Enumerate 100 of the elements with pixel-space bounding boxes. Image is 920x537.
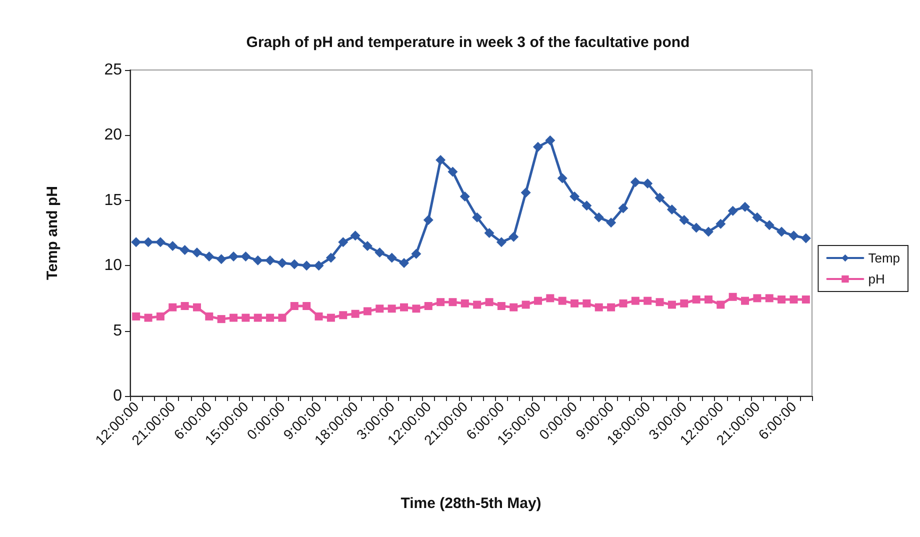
point (619, 299, 628, 308)
point (546, 294, 554, 302)
point (386, 252, 397, 263)
point (423, 214, 434, 225)
point (802, 296, 810, 304)
point (752, 212, 762, 222)
point (363, 307, 372, 316)
point (666, 204, 677, 215)
point (339, 311, 348, 320)
point (144, 314, 152, 322)
point (692, 296, 700, 304)
point (668, 300, 676, 309)
point (376, 304, 384, 313)
point (545, 135, 556, 146)
point (242, 314, 250, 322)
point (728, 206, 738, 216)
point (448, 166, 458, 177)
point (156, 312, 164, 320)
point (240, 251, 251, 262)
point (788, 230, 799, 241)
point (472, 212, 482, 222)
point (362, 241, 372, 252)
point (532, 142, 543, 152)
point (192, 303, 201, 312)
point (534, 296, 542, 305)
point (228, 251, 239, 262)
point (290, 302, 298, 310)
legend-label: pH (868, 272, 885, 286)
point (314, 260, 324, 271)
point (338, 237, 348, 248)
point (485, 298, 494, 306)
point (473, 300, 482, 309)
point (606, 218, 616, 228)
point (205, 312, 214, 320)
point (400, 303, 408, 312)
point (654, 192, 665, 203)
point (217, 315, 226, 324)
y-tick-label: 25 (104, 62, 122, 78)
point (790, 296, 798, 304)
point (644, 296, 652, 305)
point (216, 254, 226, 264)
point (753, 294, 762, 302)
point (399, 258, 410, 268)
point (278, 314, 286, 322)
point (630, 177, 640, 188)
point (570, 191, 580, 202)
point (520, 188, 531, 198)
point (326, 252, 336, 263)
point (411, 248, 422, 259)
point (266, 314, 274, 322)
point (607, 303, 616, 312)
y-tick-label: 10 (104, 257, 122, 274)
point (155, 237, 166, 248)
point (716, 218, 726, 229)
point (631, 296, 640, 305)
point (741, 296, 750, 305)
point (424, 302, 432, 310)
point (557, 173, 568, 184)
point (522, 300, 530, 309)
point (131, 237, 142, 248)
point (618, 203, 628, 214)
point (350, 230, 360, 241)
point (302, 302, 311, 310)
point (204, 251, 214, 262)
legend-label: Temp (868, 250, 900, 266)
point (168, 241, 178, 252)
point (496, 237, 506, 248)
point (412, 304, 420, 313)
point (143, 237, 154, 248)
point (594, 303, 603, 312)
point (132, 312, 140, 320)
point (497, 302, 506, 310)
point (289, 259, 300, 270)
point (448, 298, 457, 306)
point (582, 299, 591, 308)
point (778, 296, 786, 304)
point (510, 303, 518, 312)
point (680, 299, 688, 308)
point (277, 258, 288, 268)
point (776, 226, 787, 237)
chart-title: Graph of pH and temperature in week 3 of the facultative pond (246, 34, 690, 51)
point (374, 248, 385, 258)
point (230, 314, 238, 322)
point (582, 200, 592, 211)
point (388, 304, 396, 313)
point (728, 292, 737, 301)
point (594, 212, 604, 222)
point (302, 260, 312, 271)
y-tick-label: 5 (113, 322, 122, 340)
point (326, 314, 335, 322)
x-axis-title: Time (28th-5th May) (400, 495, 542, 512)
point (265, 255, 276, 266)
point (800, 233, 811, 244)
point (558, 296, 566, 305)
point (703, 226, 714, 237)
point (180, 244, 190, 255)
point (656, 298, 664, 306)
point (704, 296, 712, 304)
point (764, 220, 774, 230)
y-tick-label: 15 (104, 192, 122, 209)
